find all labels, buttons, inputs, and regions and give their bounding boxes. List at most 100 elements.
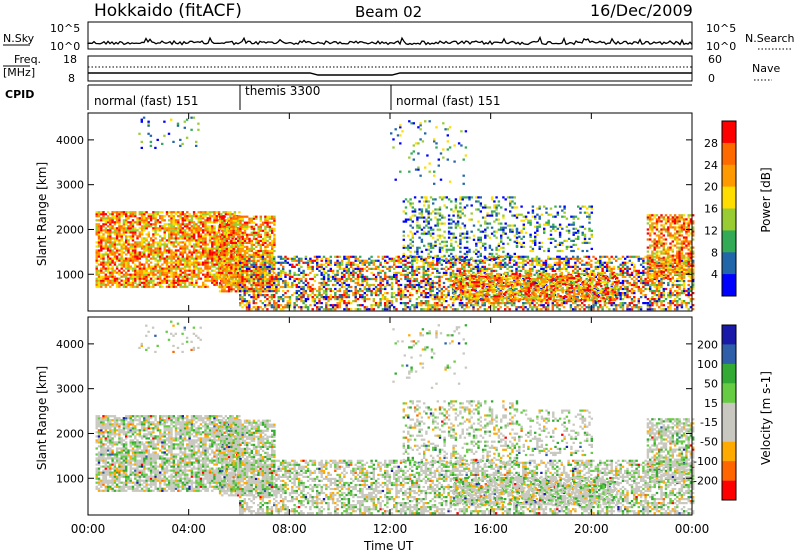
range-gate-cell — [356, 275, 360, 278]
range-gate-cell — [542, 304, 545, 307]
range-gate-cell — [156, 269, 160, 272]
range-gate-cell — [374, 277, 378, 281]
range-gate-cell — [206, 229, 209, 232]
range-gate-cell — [363, 277, 366, 281]
range-gate-cell — [245, 267, 249, 270]
range-gate-cell — [268, 261, 272, 265]
range-gate-cell — [218, 227, 222, 230]
range-gate-cell — [592, 304, 595, 307]
range-gate-cell — [225, 223, 229, 226]
range-gate-cell — [113, 223, 117, 226]
range-gate-cell — [365, 261, 369, 264]
range-gate-cell — [259, 286, 262, 289]
range-gate-cell — [284, 304, 287, 307]
range-gate-cell — [316, 289, 319, 293]
range-gate-cell — [161, 271, 164, 274]
range-gate-cell — [115, 217, 119, 220]
range-gate-cell — [115, 231, 119, 234]
range-gate-cell — [492, 302, 496, 305]
range-gate-cell — [288, 275, 292, 278]
range-gate-cell — [118, 219, 121, 222]
range-gate-cell — [195, 213, 198, 216]
range-gate-cell — [188, 235, 191, 238]
range-gate-cell — [261, 221, 265, 224]
range-gate-cell — [147, 221, 150, 224]
range-gate-cell — [347, 271, 351, 274]
range-gate-cell — [429, 255, 432, 258]
range-gate-cell — [320, 267, 323, 270]
range-gate-cell — [370, 292, 373, 295]
range-gate-cell — [111, 267, 114, 270]
range-gate-cell — [199, 241, 203, 244]
range-gate-cell — [431, 263, 434, 266]
range-gate-cell — [266, 304, 269, 307]
range-gate-cell — [352, 279, 355, 283]
range-gate-cell — [449, 283, 452, 287]
range-gate-cell — [544, 263, 548, 266]
range-gate-cell — [254, 306, 258, 309]
range-gate-cell — [431, 298, 434, 301]
range-gate-cell — [243, 289, 246, 293]
range-gate-cell — [397, 283, 400, 287]
range-gate-cell — [386, 255, 389, 258]
range-gate-cell — [195, 267, 198, 270]
range-gate-cell — [365, 287, 369, 291]
range-gate-cell — [143, 237, 146, 240]
range-gate-cell — [179, 229, 182, 232]
range-gate-cell — [350, 273, 353, 276]
range-gate-cell — [347, 257, 351, 260]
range-gate-cell — [163, 257, 166, 260]
range-gate-cell — [297, 279, 301, 283]
range-gate-cell — [581, 269, 584, 272]
range-gate-cell — [208, 273, 212, 276]
range-gate-cell — [334, 279, 337, 283]
range-gate-cell — [347, 255, 351, 258]
range-gate-cell — [206, 243, 209, 246]
range-gate-cell — [354, 308, 357, 311]
range-gate-cell — [395, 273, 398, 276]
range-gate-cell — [223, 239, 226, 242]
range-gate-cell — [399, 261, 403, 264]
range-gate-cell — [223, 261, 226, 265]
range-gate-cell — [234, 259, 238, 263]
range-gate-cell — [284, 306, 287, 309]
range-gate-cell — [311, 265, 314, 268]
range-gate-cell — [134, 269, 137, 272]
range-gate-cell — [152, 227, 155, 230]
range-gate-cell — [188, 283, 191, 286]
range-gate-cell — [411, 294, 414, 297]
range-gate-cell — [174, 275, 178, 278]
range-gate-cell — [120, 227, 123, 230]
range-gate-cell — [517, 255, 520, 258]
range-gate-cell — [122, 285, 126, 288]
range-gate-cell — [377, 271, 380, 274]
range-gate-cell — [547, 265, 550, 268]
range-gate-cell — [131, 277, 135, 280]
range-gate-cell — [111, 251, 114, 254]
range-gate-cell — [218, 217, 222, 220]
range-gate-cell — [211, 227, 214, 230]
range-gate-cell — [572, 257, 575, 260]
range-gate-cell — [273, 267, 276, 270]
range-gate-cell — [165, 263, 169, 266]
range-gate-cell — [526, 255, 530, 258]
range-gate-cell — [131, 249, 135, 252]
range-gate-cell — [106, 265, 110, 268]
range-gate-cell — [188, 267, 191, 270]
range-gate-cell — [109, 243, 112, 246]
range-gate-cell — [122, 281, 126, 284]
range-gate-cell — [320, 306, 323, 309]
range-gate-cell — [282, 281, 285, 285]
range-gate-cell — [499, 306, 502, 309]
range-gate-cell — [208, 231, 212, 234]
range-gate-cell — [95, 257, 98, 260]
range-gate-cell — [513, 289, 516, 293]
range-gate-cell — [406, 279, 409, 283]
range-gate-cell — [95, 267, 98, 270]
range-gate-cell — [257, 278, 260, 281]
range-gate-cell — [257, 284, 260, 287]
range-gate-cell — [211, 253, 214, 256]
range-gate-cell — [236, 261, 239, 264]
range-gate-cell — [359, 269, 362, 272]
range-gate-cell — [266, 253, 269, 257]
